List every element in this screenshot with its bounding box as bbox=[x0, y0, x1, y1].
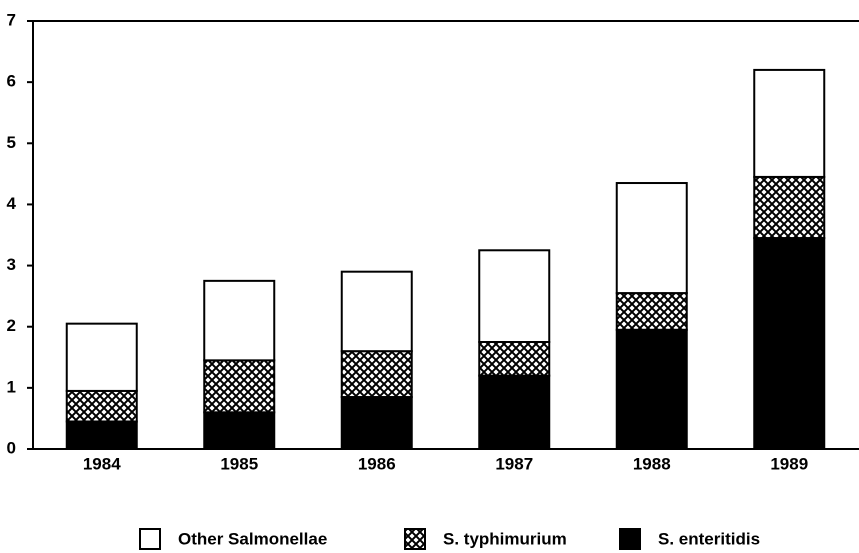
y-tick-label: 0 bbox=[7, 438, 16, 457]
bar-segment bbox=[478, 341, 551, 377]
bar-segment bbox=[340, 396, 413, 450]
bar-segment bbox=[65, 420, 138, 451]
legend-swatch bbox=[619, 528, 641, 550]
x-tick-label: 1987 bbox=[495, 454, 533, 473]
y-tick-label: 5 bbox=[7, 133, 16, 152]
bar-segment bbox=[203, 279, 276, 362]
y-tick-label: 3 bbox=[7, 255, 16, 274]
bar-segment bbox=[203, 359, 276, 414]
bar-segment bbox=[478, 249, 551, 344]
y-tick-label: 6 bbox=[7, 72, 16, 91]
legend-label: S. typhimurium bbox=[443, 529, 567, 548]
bar-segment bbox=[615, 292, 688, 331]
bar-segment bbox=[615, 182, 688, 295]
bar-segment bbox=[340, 350, 413, 399]
bar-segment bbox=[65, 322, 138, 392]
bar-segment bbox=[753, 175, 826, 240]
legend-swatch bbox=[404, 528, 426, 550]
legend-swatch bbox=[139, 528, 161, 550]
x-tick-label: 1988 bbox=[633, 454, 671, 473]
y-tick-label: 1 bbox=[7, 377, 16, 396]
bar-segment bbox=[615, 328, 688, 450]
x-tick-label: 1989 bbox=[770, 454, 808, 473]
y-tick-label: 2 bbox=[7, 316, 16, 335]
bar-segment bbox=[65, 389, 138, 423]
bar-segment bbox=[753, 237, 826, 450]
x-tick-label: 1986 bbox=[358, 454, 396, 473]
x-tick-label: 1985 bbox=[220, 454, 258, 473]
y-tick-label: 4 bbox=[7, 194, 17, 213]
legend-label: Other Salmonellae bbox=[178, 529, 327, 548]
bar-segment bbox=[478, 374, 551, 450]
bar-segment bbox=[203, 411, 276, 451]
bar-segment bbox=[340, 270, 413, 353]
bar-segment bbox=[753, 68, 826, 178]
legend-label: S. enteritidis bbox=[658, 529, 760, 548]
x-tick-label: 1984 bbox=[83, 454, 121, 473]
y-tick-label: 7 bbox=[7, 10, 16, 29]
